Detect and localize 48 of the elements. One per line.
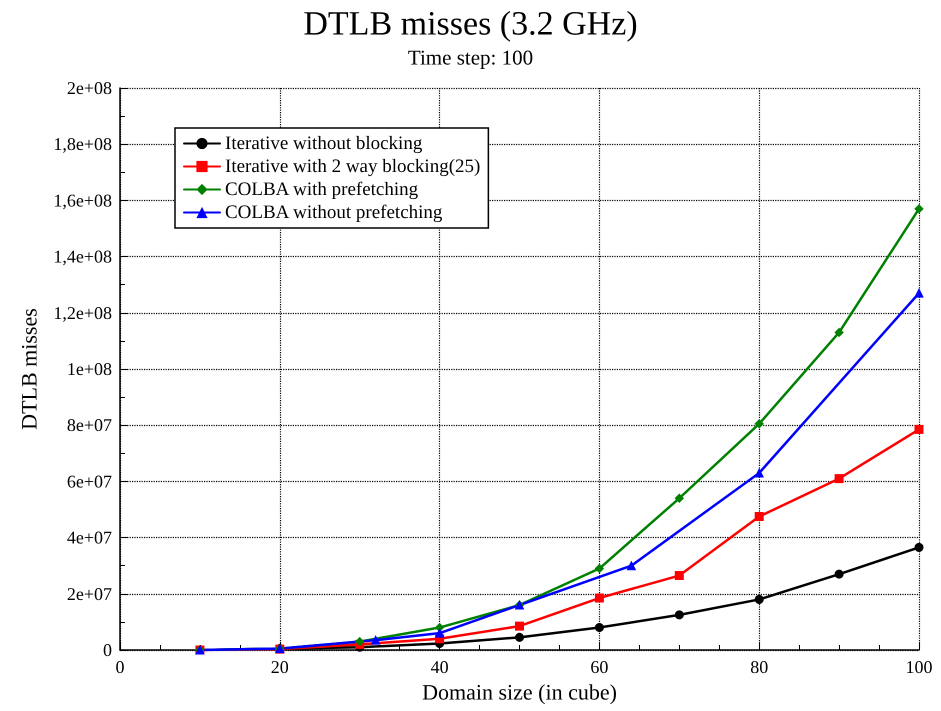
y-tick-label: 1,4e+08 (53, 246, 112, 267)
point (594, 564, 604, 574)
point (914, 424, 924, 434)
x-tick-label: 80 (750, 657, 768, 677)
x-tick-label: 100 (906, 657, 932, 677)
legend-label: Iterative with 2 way blocking(25) (225, 156, 480, 177)
point (355, 637, 364, 646)
chart-subtitle: Time step: 100 (408, 46, 534, 70)
y-tick-label: 1,6e+08 (53, 190, 112, 210)
point (371, 636, 380, 645)
legend-label: Iterative without blocking (225, 133, 423, 154)
legend-label: COLBA with prefetching (225, 179, 419, 200)
point (515, 632, 524, 642)
point (914, 288, 924, 298)
point (674, 494, 684, 503)
point (435, 628, 444, 638)
x-tick-label: 0 (116, 657, 124, 677)
point (834, 474, 844, 484)
point (754, 468, 764, 478)
point (834, 570, 844, 579)
point (594, 594, 604, 603)
y-tick-label: 2e+07 (66, 584, 112, 604)
y-tick-label: 2e+08 (66, 78, 112, 98)
chart-title: DTLB misses (3.2 GHz) (303, 6, 638, 42)
y-tick-label: 6e+07 (66, 471, 112, 492)
y-axis-title: DTLB misses (16, 308, 42, 430)
point (626, 561, 636, 570)
x-axis-title: Domain size (in cube) (422, 679, 617, 704)
y-tick-label: 1,2e+08 (53, 302, 112, 323)
x-tick-label: 20 (270, 657, 289, 677)
y-tick-label: 0 (103, 640, 112, 660)
point (754, 419, 764, 428)
point (515, 622, 524, 631)
y-tick-label: 1,8e+08 (53, 134, 112, 154)
y-tick-label: 8e+07 (66, 415, 112, 436)
point (914, 204, 924, 214)
point (594, 623, 604, 632)
point (754, 512, 764, 522)
y-tick-label: 4e+07 (66, 528, 112, 548)
point (674, 571, 684, 580)
point (674, 610, 684, 620)
y-tick-label: 1e+08 (66, 359, 112, 379)
x-tick-label: 60 (590, 657, 608, 677)
x-tick-label: 40 (430, 657, 449, 677)
point (754, 594, 764, 604)
point (834, 328, 844, 337)
legend-label: COLBA without prefetching (225, 202, 443, 223)
point (914, 542, 924, 552)
